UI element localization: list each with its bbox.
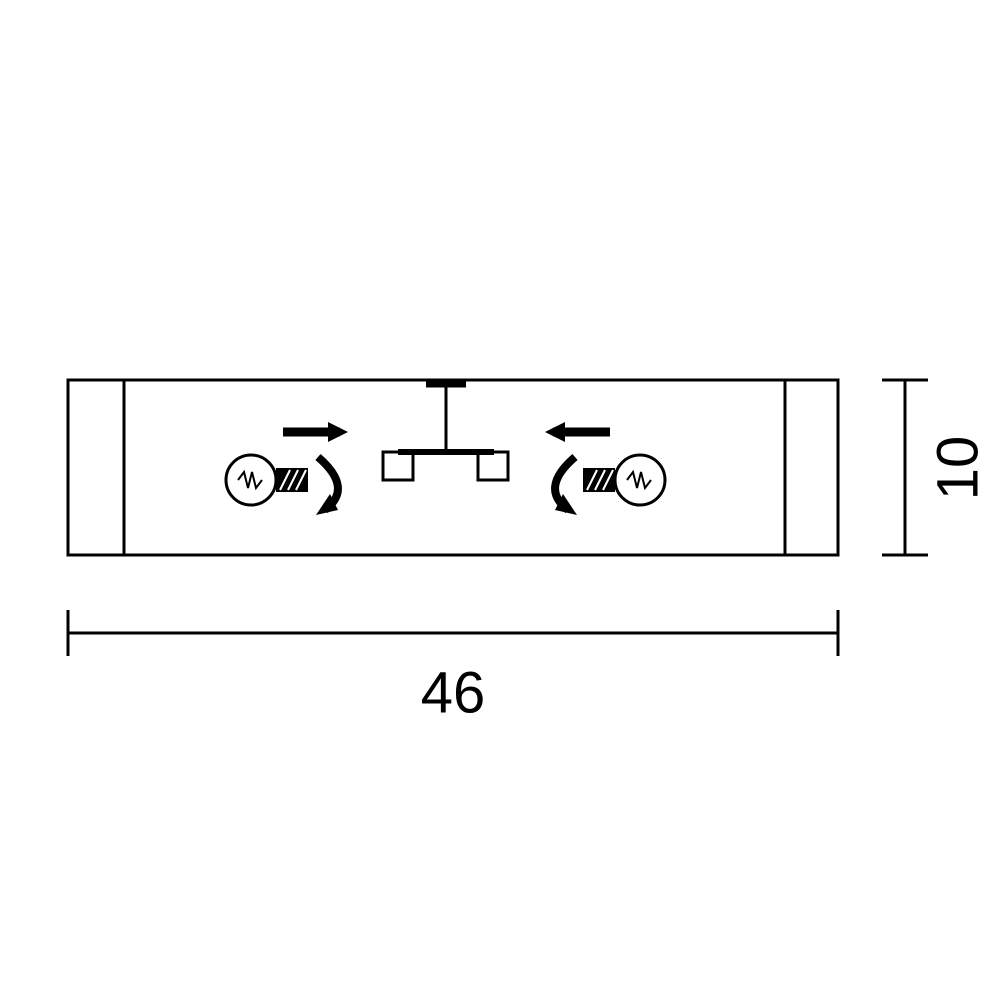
arrow-right-curve — [555, 457, 577, 515]
bulb-right — [583, 455, 665, 505]
dimension-width: 46 — [68, 610, 838, 725]
bulb-left — [226, 455, 308, 505]
arrow-left-curve — [316, 457, 338, 515]
arrow-left-horizontal — [283, 422, 348, 442]
dimension-height-label: 10 — [925, 436, 990, 501]
fixture-outline — [68, 380, 838, 555]
dimension-width-label: 46 — [421, 660, 486, 725]
arrow-right-horizontal — [545, 422, 610, 442]
socket-left — [383, 452, 413, 480]
dimension-height: 10 — [882, 380, 990, 555]
dimension-diagram: 46 10 — [0, 0, 1000, 1000]
socket-right — [478, 452, 508, 480]
